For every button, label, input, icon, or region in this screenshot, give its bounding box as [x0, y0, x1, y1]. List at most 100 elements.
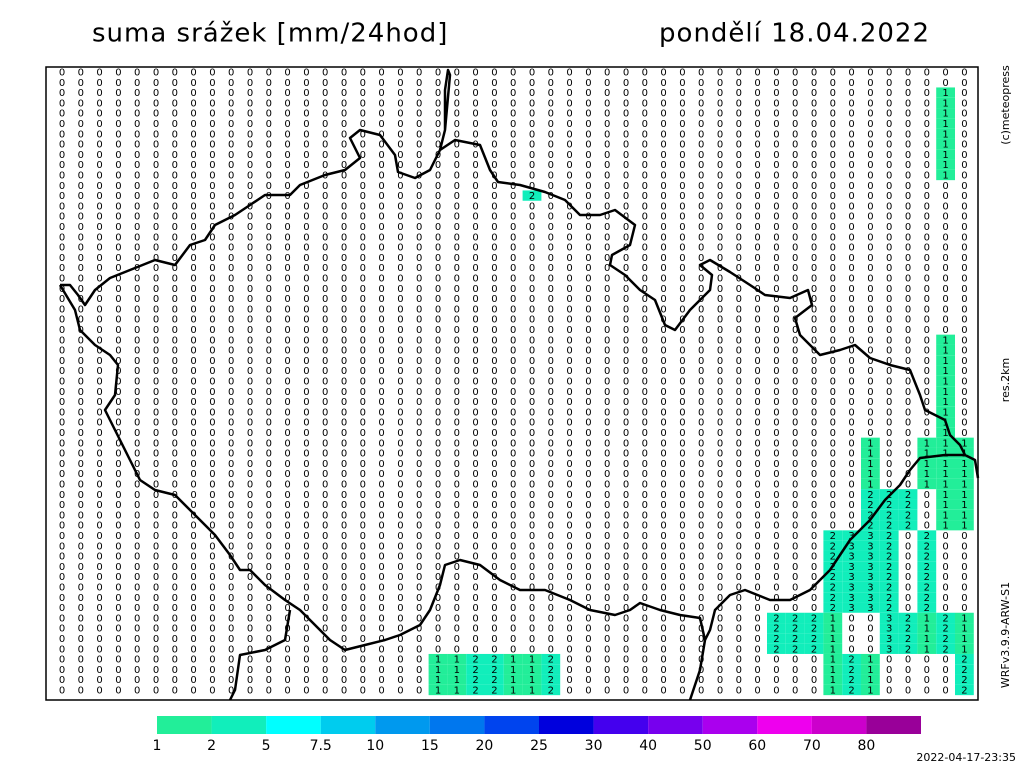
- cell-value: 0: [679, 686, 685, 697]
- cell-value: 0: [472, 243, 478, 254]
- cell-value: 0: [604, 315, 610, 326]
- cell-value: 0: [472, 469, 478, 480]
- cell-value: 0: [529, 387, 535, 398]
- cell-value: 0: [341, 315, 347, 326]
- cell-value: 0: [811, 387, 817, 398]
- cell-value: 0: [266, 387, 272, 398]
- cell-value: 0: [717, 500, 723, 511]
- cell-value: 0: [924, 160, 930, 171]
- cell-value: 2: [830, 552, 836, 563]
- cell-value: 0: [623, 686, 629, 697]
- cell-value: 0: [679, 500, 685, 511]
- cell-value: 0: [773, 263, 779, 274]
- cell-value: 0: [78, 428, 84, 439]
- cell-value: 0: [491, 510, 497, 521]
- cell-value: 0: [548, 541, 554, 552]
- precip-cell: [955, 499, 974, 510]
- cell-value: 0: [454, 438, 460, 449]
- cell-value: 0: [773, 253, 779, 264]
- cell-value: 0: [510, 438, 516, 449]
- precip-cell: [785, 623, 805, 634]
- cell-value: 0: [905, 119, 911, 130]
- cell-value: 0: [585, 418, 591, 429]
- cell-value: 0: [754, 665, 760, 676]
- cell-value: 0: [717, 655, 723, 666]
- cell-value: 0: [341, 521, 347, 532]
- cell-value: 0: [623, 438, 629, 449]
- precip-cell: [936, 159, 955, 170]
- cell-value: 0: [698, 407, 704, 418]
- cell-value: 0: [472, 119, 478, 130]
- cell-value: 0: [848, 181, 854, 192]
- cell-value: 0: [228, 68, 234, 79]
- cell-value: 0: [830, 325, 836, 336]
- cell-value: 0: [247, 480, 253, 491]
- cell-value: 0: [585, 150, 591, 161]
- cell-value: 0: [679, 552, 685, 563]
- cell-value: 0: [209, 243, 215, 254]
- cell-value: 0: [134, 634, 140, 645]
- cell-value: 0: [566, 346, 572, 357]
- cell-value: 0: [717, 366, 723, 377]
- cell-value: 0: [397, 500, 403, 511]
- cell-value: 0: [454, 634, 460, 645]
- cell-value: 1: [942, 490, 948, 501]
- cell-value: 0: [660, 140, 666, 151]
- cell-value: 0: [924, 304, 930, 315]
- cell-value: 0: [472, 418, 478, 429]
- cell-value: 0: [529, 98, 535, 109]
- cell-value: 0: [754, 469, 760, 480]
- cell-value: 0: [284, 263, 290, 274]
- cell-value: 0: [491, 521, 497, 532]
- cell-value: 0: [266, 191, 272, 202]
- cell-value: 0: [585, 315, 591, 326]
- cell-value: 0: [548, 387, 554, 398]
- cell-value: 0: [566, 98, 572, 109]
- cell-value: 0: [623, 335, 629, 346]
- cell-value: 0: [566, 181, 572, 192]
- cell-value: 0: [773, 304, 779, 315]
- cell-value: 0: [472, 541, 478, 552]
- precip-cell: [823, 581, 843, 593]
- cell-value: 0: [566, 274, 572, 285]
- precip-cell: [861, 571, 880, 582]
- cell-value: 0: [190, 449, 196, 460]
- precip-cell: [522, 684, 542, 696]
- cell-value: 0: [604, 243, 610, 254]
- cell-value: 0: [134, 407, 140, 418]
- cell-value: 0: [172, 593, 178, 604]
- cell-value: 0: [660, 480, 666, 491]
- cell-value: 0: [397, 284, 403, 295]
- cell-value: 0: [736, 377, 742, 388]
- cell-value: 0: [209, 480, 215, 491]
- cell-value: 0: [830, 119, 836, 130]
- cell-value: 0: [209, 191, 215, 202]
- cell-value: 0: [585, 201, 591, 212]
- cell-value: 1: [942, 356, 948, 367]
- cell-value: 0: [96, 88, 102, 99]
- cell-value: 0: [378, 212, 384, 223]
- cell-value: 0: [623, 129, 629, 140]
- cell-value: 0: [792, 335, 798, 346]
- cell-value: 0: [830, 98, 836, 109]
- cell-value: 0: [905, 572, 911, 583]
- cell-value: 0: [78, 510, 84, 521]
- cell-value: 0: [209, 346, 215, 357]
- cell-value: 0: [416, 583, 422, 594]
- cell-value: 0: [341, 603, 347, 614]
- cell-value: 0: [78, 304, 84, 315]
- cell-value: 0: [266, 562, 272, 573]
- cell-value: 0: [886, 459, 892, 470]
- cell-value: 0: [303, 356, 309, 367]
- cell-value: 0: [623, 150, 629, 161]
- cell-value: 0: [228, 356, 234, 367]
- cell-value: 0: [172, 665, 178, 676]
- cell-value: 0: [754, 480, 760, 491]
- cell-value: 0: [867, 181, 873, 192]
- legend-swatch: [375, 716, 430, 734]
- cell-value: 0: [190, 510, 196, 521]
- cell-value: 0: [397, 325, 403, 336]
- cell-value: 0: [491, 593, 497, 604]
- cell-value: 0: [604, 644, 610, 655]
- cell-value: 0: [341, 593, 347, 604]
